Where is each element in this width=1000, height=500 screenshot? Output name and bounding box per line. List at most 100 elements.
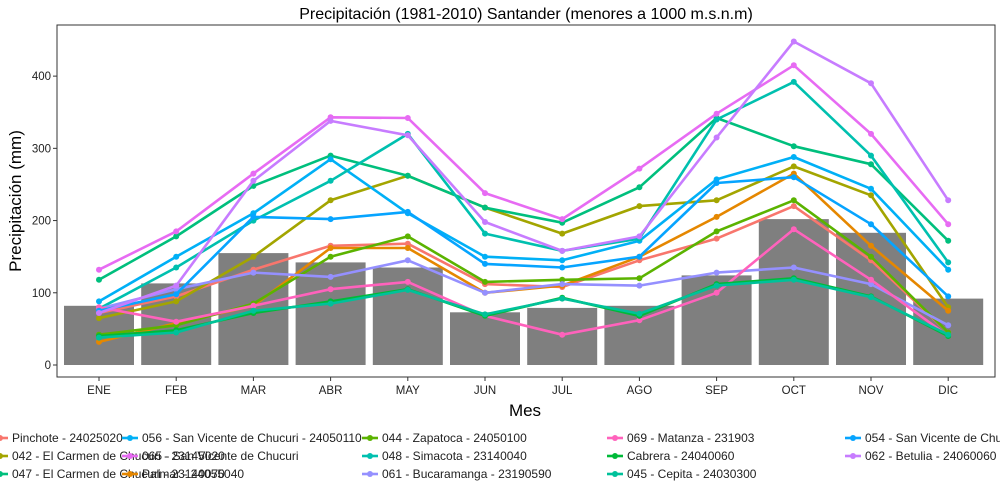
series-point — [96, 276, 102, 283]
series-point — [482, 278, 488, 285]
series-point — [636, 282, 643, 289]
legend-label: 047 - El Carmen de Chucuri - 23140070 — [12, 467, 225, 481]
series-point — [559, 295, 566, 302]
x-tick-label: MAR — [241, 385, 267, 397]
series-2 — [96, 115, 952, 283]
series-8 — [96, 257, 952, 329]
legend-label: Cabrera - 24040060 — [627, 449, 735, 463]
series-point — [404, 278, 411, 285]
legend-item: 061 - Bucaramanga - 23190590 — [362, 467, 552, 481]
series-point — [868, 294, 874, 301]
legend-label: 065 - San Vicente de Chucuri — [142, 449, 299, 463]
series-line-1 — [98, 165, 950, 320]
bar-sep — [681, 275, 752, 365]
series-point — [636, 165, 643, 172]
series-point — [173, 329, 180, 336]
legend-swatch-point — [612, 435, 618, 441]
series-point — [559, 276, 566, 283]
legend-swatch-point — [612, 453, 618, 459]
series-point — [713, 269, 720, 276]
series-point — [790, 62, 797, 69]
legend-swatch-point — [0, 453, 3, 459]
series-point — [636, 275, 643, 282]
series-point — [559, 257, 566, 264]
series-point — [96, 338, 102, 345]
series-point — [173, 282, 180, 289]
legend-label: 054 - San Vicente de Chucuri - 24050060 — [865, 431, 1000, 445]
series-point — [713, 110, 720, 117]
legend-swatch-point — [127, 453, 133, 459]
legend-label: 062 - Betulia - 24060060 — [865, 449, 997, 463]
legend-item: 054 - San Vicente de Chucuri - 24050060 — [845, 431, 1000, 445]
legend-swatch-point — [850, 435, 856, 441]
legend-item: Pinchote - 24025020 — [0, 431, 123, 445]
legend-swatch-point — [612, 471, 618, 477]
series-point — [482, 204, 488, 211]
series-point — [404, 245, 411, 251]
series-line-13 — [98, 40, 950, 315]
series-point — [327, 253, 334, 260]
series-point — [327, 273, 334, 280]
series-point — [404, 172, 411, 179]
legend-swatch-point — [0, 471, 3, 477]
series-point — [713, 282, 720, 289]
series-point — [636, 253, 643, 260]
x-tick-label: DIC — [938, 385, 958, 397]
series-point — [945, 221, 952, 228]
series-point — [790, 78, 797, 85]
y-axis-title: Precipitación (mm) — [6, 130, 25, 272]
series-point — [713, 197, 720, 204]
series-point — [404, 132, 411, 139]
legend-swatch-point — [127, 435, 133, 441]
series-point — [250, 269, 257, 276]
series-point — [945, 322, 952, 329]
series-point — [868, 253, 874, 260]
series-point — [173, 291, 180, 298]
x-axis-title: Mes — [509, 401, 541, 420]
series-point — [482, 219, 488, 225]
legend-swatch-point — [367, 435, 373, 441]
series-point — [404, 115, 411, 121]
series-point — [790, 143, 797, 150]
series-point — [636, 203, 643, 210]
series-point — [96, 315, 102, 322]
series-point — [636, 184, 643, 191]
lines-layer — [96, 38, 952, 345]
series-point — [482, 253, 488, 260]
series-point — [173, 318, 180, 325]
series-point — [327, 117, 334, 124]
series-point — [482, 190, 488, 197]
series-point — [96, 266, 102, 273]
series-point — [945, 307, 952, 314]
series-point — [404, 240, 411, 247]
series-point — [559, 216, 566, 223]
series-point — [173, 298, 180, 305]
legend-label: 061 - Bucaramanga - 23190590 — [382, 467, 552, 481]
legend-swatch-point — [367, 471, 373, 477]
series-line-4 — [98, 64, 950, 271]
series-point — [482, 311, 488, 318]
series-point — [250, 170, 257, 177]
series-point — [790, 226, 797, 233]
x-tick-label: MAY — [396, 385, 420, 397]
series-point — [868, 152, 874, 159]
series-11 — [96, 276, 952, 341]
series-line-8 — [98, 258, 949, 327]
series-point — [559, 281, 566, 288]
series-point — [713, 134, 720, 141]
legend-item: 069 - Matanza - 231903 — [607, 431, 755, 445]
series-point — [559, 247, 566, 254]
series-point — [250, 213, 257, 220]
series-point — [790, 174, 797, 181]
axes-layer: 0 100 200 300 400 ENE FEB MAR ABR MAY JUN JUL AGO SEP… — [32, 71, 958, 397]
legend-label: 044 - Zapatoca - 24050100 — [382, 431, 527, 445]
series-point — [404, 233, 411, 240]
series-point — [868, 221, 874, 228]
series-point — [173, 253, 180, 260]
y-tick-label: 0 — [45, 360, 51, 372]
series-point — [404, 208, 411, 215]
x-tick-label: AGO — [627, 385, 653, 397]
series-point — [945, 293, 952, 300]
series-line-9 — [98, 227, 949, 338]
series-point — [790, 264, 797, 271]
